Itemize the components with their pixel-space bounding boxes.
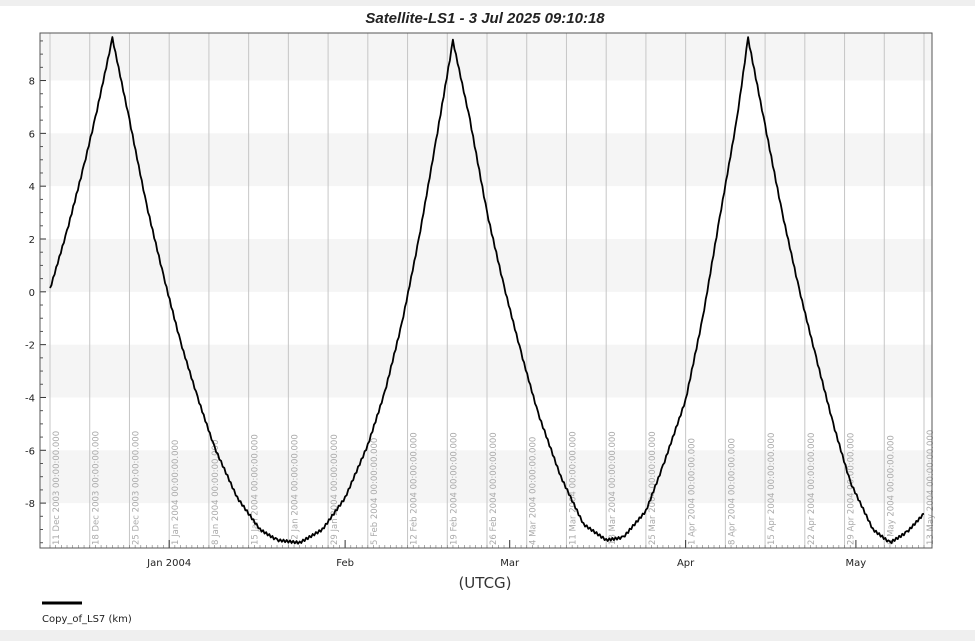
y-tick-label: -8 — [25, 499, 35, 510]
plot-frame — [39, 32, 933, 549]
bottom-frame-bar — [0, 630, 975, 641]
grid-date-label: 19 Feb 2004 00:00:00.000 — [449, 432, 459, 545]
grid-date-label: 26 Feb 2004 00:00:00.000 — [489, 432, 499, 545]
vertical-grid — [49, 33, 925, 548]
grid-date-label: 18 Mar 2004 00:00:00.000 — [608, 431, 618, 545]
grid-date-label: 11 Dec 2003 00:00:00.000 — [52, 431, 62, 545]
vertical-grid-labels: 11 Dec 2003 00:00:00.000 18 Dec 2003 00:0… — [52, 430, 936, 545]
y-tick-label: 8 — [29, 77, 35, 88]
x-tick-label: Mar — [500, 558, 520, 569]
x-tick-label: May — [846, 558, 867, 569]
x-tick-label: Feb — [336, 558, 354, 569]
grid-date-label: 25 Mar 2004 00:00:00.000 — [648, 431, 658, 545]
y-tick-label: -4 — [25, 393, 35, 404]
grid-date-label: 6 May 2004 00:00:00.000 — [886, 435, 896, 545]
x-tick-label: Apr — [677, 558, 695, 569]
background-band — [40, 33, 932, 81]
grid-date-label: 8 Apr 2004 00:00:00.000 — [727, 438, 737, 545]
y-tick-label: 4 — [29, 182, 35, 193]
top-frame-bar — [0, 0, 975, 6]
grid-date-label: 13 May 2004 00:00:00.000 — [926, 430, 936, 545]
grid-date-label: 22 Apr 2004 00:00:00.000 — [807, 433, 817, 545]
x-tick-label: Jan 2004 — [146, 558, 191, 569]
grid-date-label: 29 Apr 2004 00:00:00.000 — [847, 433, 857, 545]
grid-date-label: 4 Mar 2004 00:00:00.000 — [529, 437, 539, 545]
grid-date-label: 1 Jan 2004 00:00:00.000 — [171, 440, 181, 545]
chart-title: Satellite-LS1 - 3 Jul 2025 09:10:18 — [365, 10, 605, 27]
grid-date-label: 15 Jan 2004 00:00:00.000 — [251, 434, 261, 545]
grid-date-label: 1 Apr 2004 00:00:00.000 — [688, 438, 698, 545]
y-tick-label: 6 — [29, 129, 35, 140]
series-layer — [49, 36, 925, 545]
legend-label: Copy_of_LS7 (km) — [42, 614, 132, 625]
grid-date-label: 8 Jan 2004 00:00:00.000 — [211, 440, 221, 545]
y-tick-label: -6 — [25, 446, 35, 457]
background-band — [40, 450, 932, 504]
background-band — [40, 239, 932, 292]
plot-background-bands — [40, 33, 932, 504]
grid-date-label: 12 Feb 2004 00:00:00.000 — [410, 432, 420, 545]
series-line — [49, 36, 925, 545]
grid-date-label: 22 Jan 2004 00:00:00.000 — [290, 434, 300, 545]
grid-date-label: 29 Jan 2004 00:00:00.000 — [330, 434, 340, 545]
background-band — [40, 133, 932, 187]
x-axis-label: (UTCG) — [458, 574, 511, 592]
y-tick-label: 2 — [29, 235, 35, 246]
background-band — [40, 344, 932, 398]
grid-date-label: 25 Dec 2003 00:00:00.000 — [131, 431, 141, 545]
grid-date-label: 18 Dec 2003 00:00:00.000 — [92, 431, 102, 545]
y-tick-label: 0 — [29, 288, 35, 299]
grid-date-label: 11 Mar 2004 00:00:00.000 — [568, 431, 578, 545]
y-tick-label: -2 — [25, 341, 35, 352]
grid-date-label: 5 Feb 2004 00:00:00.000 — [370, 438, 380, 545]
grid-date-label: 15 Apr 2004 00:00:00.000 — [767, 433, 777, 545]
